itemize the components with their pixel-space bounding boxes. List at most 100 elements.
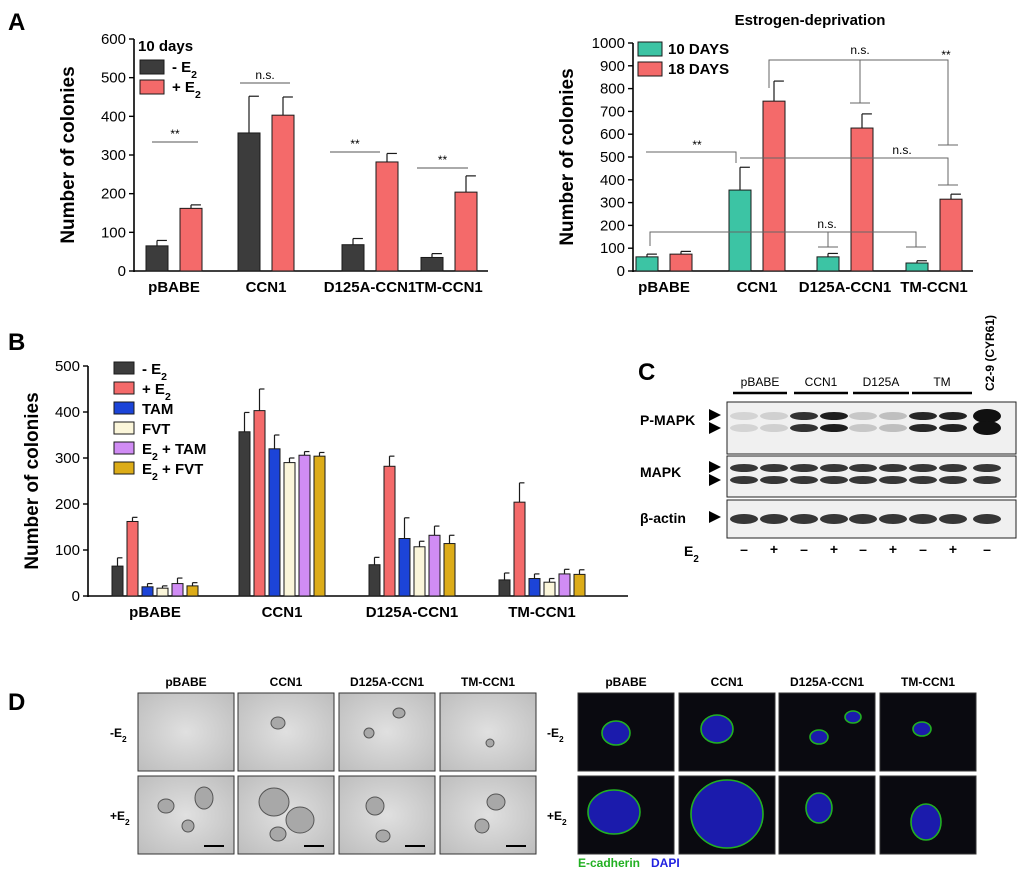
legend-swatch — [113, 421, 135, 435]
band — [909, 424, 937, 432]
band-arrow-icon — [709, 511, 721, 523]
blot-group-label: TM — [933, 375, 950, 389]
colony-stain — [912, 721, 932, 737]
blot-lane-sign: – — [859, 541, 867, 557]
legend-label: TAM — [142, 401, 173, 418]
blot-row-label: P-MAPK — [640, 412, 695, 428]
chart-a-left: 0 100 200 300 400 500 600 Number of colonies pBA… — [58, 31, 488, 296]
bar — [498, 579, 511, 597]
legend-swatch — [113, 461, 135, 475]
band — [730, 424, 758, 432]
brightfield-image — [338, 692, 436, 772]
band — [939, 464, 967, 472]
band — [730, 476, 758, 484]
colony-shape — [157, 798, 175, 814]
blot-group-label: pBABE — [741, 375, 780, 389]
y-tick-label: 500 — [101, 70, 126, 87]
band — [849, 476, 877, 484]
chart-title: Estrogen-deprivation — [735, 12, 886, 29]
y-axis-title: Number of colonies — [557, 68, 578, 245]
legend-label: - E2 — [142, 361, 167, 383]
y-tick-label: 300 — [600, 195, 625, 212]
legend-swatch — [637, 61, 663, 77]
band — [939, 476, 967, 484]
sig-label: ** — [170, 127, 180, 141]
sig-label: n.s. — [850, 43, 869, 57]
y-tick-label: 700 — [600, 103, 625, 120]
y-tick-label: 0 — [72, 588, 80, 605]
fluorescence-image — [778, 692, 876, 772]
blot-control-label: C2-9 (CYR61) — [983, 315, 997, 391]
bar — [454, 191, 478, 272]
legend-swatch — [637, 41, 663, 57]
sig-bracket — [646, 151, 737, 163]
band — [790, 476, 818, 484]
bar — [368, 564, 381, 597]
bar — [398, 538, 411, 597]
band — [760, 476, 788, 484]
legend-swatch — [113, 441, 135, 455]
blot-lane-sign: + — [830, 541, 838, 557]
legend-swatch — [113, 401, 135, 415]
colony-shape — [194, 786, 214, 810]
colony-stain — [844, 710, 862, 724]
colony-stain — [700, 714, 734, 744]
blot-e2-label: E2 — [684, 543, 699, 565]
brightfield-image — [137, 775, 235, 855]
blot-lane-sign: – — [983, 541, 991, 557]
bar — [850, 127, 874, 272]
legend-swatch — [113, 361, 135, 375]
legend-label: E2 + TAM — [142, 441, 206, 463]
band — [939, 412, 967, 420]
colony-stain — [805, 792, 833, 824]
band — [790, 412, 818, 420]
colony-shape — [285, 806, 315, 834]
bar — [271, 114, 295, 272]
bar — [573, 573, 586, 597]
brightfield-image — [439, 692, 537, 772]
brightfield-image — [439, 775, 537, 855]
image-row-label: +E2 — [110, 809, 130, 827]
sig-label: n.s. — [255, 68, 274, 82]
blot-group-label: D125A — [863, 375, 900, 389]
band — [820, 424, 848, 432]
bar — [237, 132, 261, 272]
image-row-label: -E2 — [110, 726, 127, 744]
y-tick-label: 500 — [55, 358, 80, 375]
image-column-label: TM-CCN1 — [901, 675, 955, 689]
band — [820, 514, 848, 524]
panel-letter-a: A — [8, 9, 25, 36]
bar — [728, 189, 752, 272]
bar — [268, 448, 281, 597]
legend-swatch — [139, 59, 165, 75]
x-tick-label: D125A-CCN1 — [366, 604, 459, 621]
y-tick-label: 200 — [55, 496, 80, 513]
sig-label: ** — [438, 153, 448, 167]
band — [879, 424, 907, 432]
x-tick-label: TM-CCN1 — [900, 279, 968, 296]
bar — [375, 161, 399, 272]
bar — [179, 207, 203, 272]
brightfield-image — [237, 692, 335, 772]
blot-strip — [726, 401, 1017, 455]
bar — [528, 578, 541, 597]
band — [973, 409, 1001, 423]
colony-shape — [363, 727, 375, 739]
y-tick-label: 200 — [600, 217, 625, 234]
colony-shape — [485, 738, 495, 748]
image-column-label: TM-CCN1 — [461, 675, 515, 689]
blot-lane-sign: – — [740, 541, 748, 557]
x-tick-label: CCN1 — [737, 279, 778, 296]
y-tick-label: 300 — [101, 147, 126, 164]
band-arrow-icon — [709, 409, 721, 421]
bar — [635, 256, 659, 272]
y-tick-label: 100 — [600, 240, 625, 257]
band-arrow-icon — [709, 422, 721, 434]
band — [849, 412, 877, 420]
colony-shape — [486, 793, 506, 811]
band — [849, 464, 877, 472]
bar — [939, 198, 963, 272]
band — [939, 514, 967, 524]
colony-stain — [587, 789, 641, 835]
